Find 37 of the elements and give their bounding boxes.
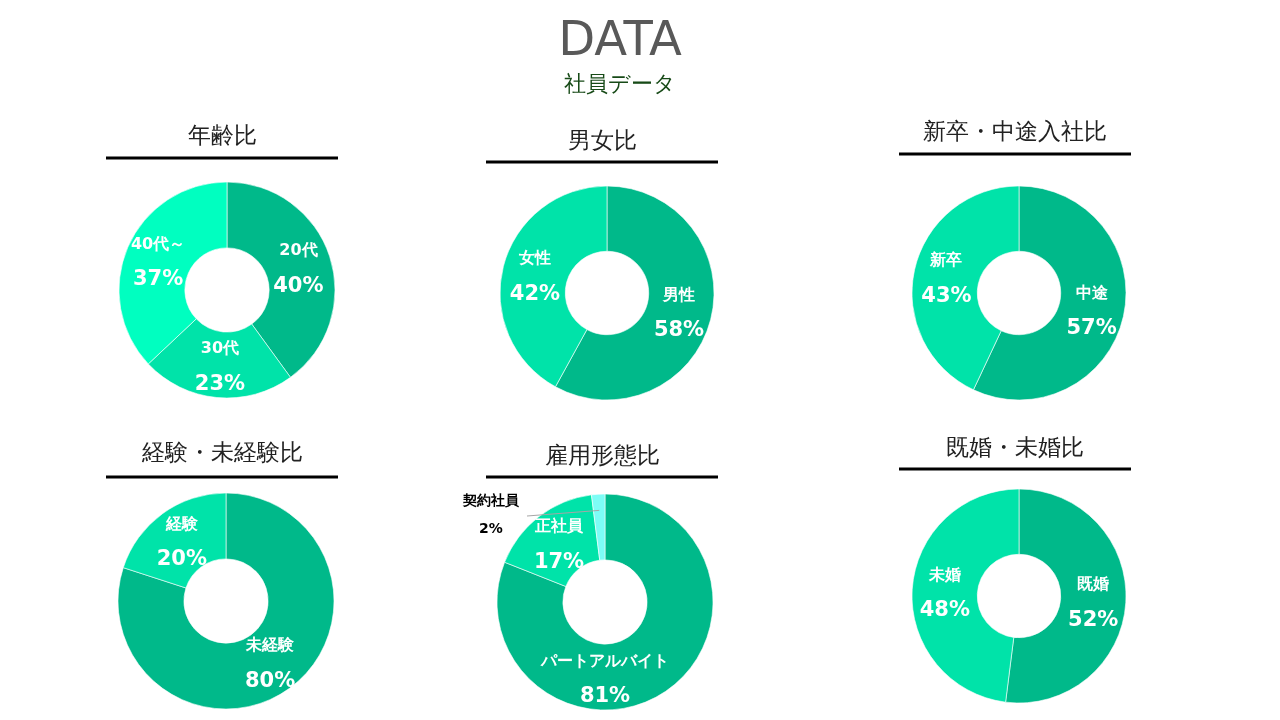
slice-label: 20代 — [279, 240, 318, 260]
slice-label: 経験 — [164, 513, 199, 533]
data-label: 2% — [479, 520, 503, 536]
slice-label: 40代～ — [130, 233, 186, 253]
text: 社員データ — [564, 70, 676, 96]
data-label: 40% — [273, 272, 324, 297]
data-label: 80% — [244, 667, 296, 692]
slice-label: 男性 — [662, 284, 696, 304]
data-label: 20% — [156, 546, 208, 571]
slice-label: 未経験 — [245, 635, 296, 655]
data-label: 58% — [653, 317, 705, 342]
slice-label: 既婚 — [1077, 574, 1110, 594]
text: DATA — [558, 10, 682, 66]
data-label: 81% — [579, 683, 631, 708]
chart-title: 既婚・未婚比 — [946, 434, 1084, 460]
chart-title: 経験・未経験比 — [140, 439, 303, 465]
data-label: 17% — [533, 548, 585, 573]
chart-title: 雇用形態比 — [544, 442, 660, 468]
slice-label: パートアルバイト — [540, 650, 669, 670]
data-label: 57% — [1066, 315, 1117, 340]
slice-label: 未婚 — [927, 564, 961, 584]
slice-label: 新卒 — [929, 250, 963, 270]
data-label: 52% — [1068, 606, 1119, 631]
slice-label: 女性 — [517, 248, 551, 268]
slice-label: 中途 — [1075, 282, 1108, 302]
data-label: 37% — [132, 266, 184, 291]
data-label: 42% — [509, 280, 561, 305]
data-label: 48% — [919, 597, 970, 622]
chart-title: 新卒・中途入社比 — [923, 118, 1107, 144]
slice-label: 正社員 — [534, 516, 584, 536]
donut-slice — [117, 492, 335, 710]
data-label: 43% — [921, 282, 972, 307]
slice-label: 30代 — [200, 338, 240, 358]
chart-title: 年齢比 — [187, 122, 257, 148]
chart-title: 男女比 — [567, 127, 637, 153]
data-label: 23% — [194, 370, 246, 395]
slice-label: 契約社員 — [462, 492, 520, 508]
